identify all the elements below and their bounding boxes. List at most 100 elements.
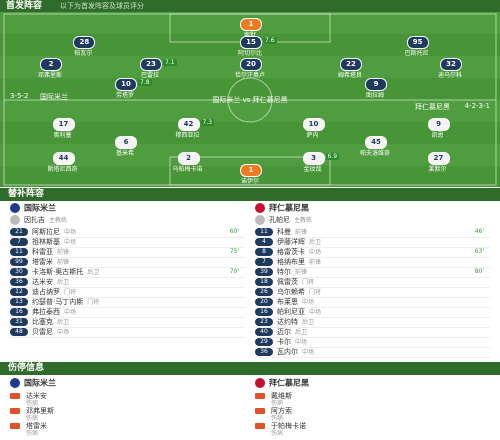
sub-minute: 63' [474, 248, 484, 255]
sub-row: 8 格雷茨卡 中场 63' [255, 247, 490, 258]
injury-row: 于帕梅卡诺 伤病 [255, 421, 490, 437]
sub-row: 7 格纳布里 前锋 [255, 257, 490, 268]
sub-position: 后卫 [302, 319, 315, 326]
player-name: 凯恩 [431, 132, 444, 139]
sub-number: 99 [10, 258, 28, 266]
sub-minute: 60' [229, 228, 239, 235]
pitch-lines [3, 13, 497, 186]
sub-number: 39 [255, 268, 273, 276]
player-number: 2 [177, 152, 200, 165]
sub-number: 20 [255, 298, 273, 306]
player-number: 15 [240, 36, 262, 49]
sub-position: 中场 [295, 339, 308, 346]
injury-status: 伤病 [26, 400, 39, 407]
sub-name: 瓦内尔 [277, 348, 298, 356]
team-name: 国际米兰 [24, 203, 56, 213]
sub-position: 中场 [302, 349, 315, 356]
sub-position: 后卫 [295, 329, 308, 336]
sub-name: 布莱恩 [277, 298, 298, 306]
injury-team: 拜仁慕尼黑 [255, 378, 490, 388]
sub-name: 约瑟普·马丁内斯 [32, 298, 84, 306]
team-header: 拜仁慕尼黑 [255, 203, 490, 213]
player-name: 萨内 [306, 132, 319, 139]
sub-number: 8 [255, 248, 273, 256]
sub-position: 中场 [64, 229, 77, 236]
sub-name: 祖林斯基 [32, 238, 60, 246]
sub-name: 达约特 [277, 318, 298, 326]
coach-avatar [255, 215, 265, 225]
away-team-name: 拜仁慕尼黑 [415, 103, 450, 111]
player-number: 32 [440, 58, 462, 71]
sub-position: 门将 [302, 279, 315, 286]
player-name: 迪马尔科 [437, 72, 463, 79]
home-formation: 3-5-2 [10, 92, 29, 100]
player-number: 28 [73, 36, 96, 49]
player-number: 95 [406, 36, 429, 49]
injury-title: 伤停信息 [0, 362, 500, 375]
sub-number: 4 [255, 238, 273, 246]
team-name: 国际米兰 [24, 378, 56, 388]
sub-row: 39 特尔 前锋 80' [255, 267, 490, 278]
header-note: 以下为首发阵容及球员评分 [60, 2, 144, 10]
player-number: 10 [302, 118, 325, 131]
sub-name: 格雷茨卡 [277, 248, 305, 256]
injury-name: 达米安 [26, 392, 47, 400]
sub-row: 99 塔雷米 前锋 [10, 257, 245, 268]
player-name: 姆希塔良 [337, 72, 363, 79]
coach-role: 主教练 [49, 217, 68, 224]
player-name: 乌帕梅卡诺 [172, 166, 203, 173]
sub-position: 中场 [64, 309, 77, 316]
injury-row: 达米安 伤病 [10, 391, 245, 407]
sub-minute: 80' [474, 268, 484, 275]
sub-row: 30 卡洛斯·奥古斯托 后卫 70' [10, 267, 245, 278]
player-name: 劳塔罗 [115, 92, 135, 99]
team-name: 拜仁慕尼黑 [269, 378, 309, 388]
coach-name: 因扎吉 [24, 216, 45, 224]
sub-name: 科曼 [277, 228, 291, 236]
sub-position: 中场 [302, 299, 315, 306]
sub-name: 贝雷尼 [32, 328, 53, 336]
sub-row: 16 弗拉泰西 中场 [10, 307, 245, 318]
sub-number: 12 [10, 288, 28, 296]
sub-number: 23 [255, 318, 273, 326]
sub-name: 达米安 [32, 278, 53, 286]
coach-name: 孔帕尼 [269, 216, 290, 224]
player-name: 邓弗里斯 [37, 72, 63, 79]
away-formation: 4-2-3-1 [464, 102, 490, 110]
sub-name: 特尔 [277, 268, 291, 276]
team-name: 拜仁慕尼黑 [269, 203, 309, 213]
coach-row: 孔帕尼 主教练 [255, 215, 490, 225]
sub-position: 中场 [64, 239, 77, 246]
coach-avatar [10, 215, 20, 225]
sub-name: 伊藤洋辉 [277, 238, 305, 246]
sub-name: 帕利尼亚 [277, 308, 305, 316]
player-name: 奥利塞 [53, 132, 72, 139]
injury-name: 于帕梅卡诺 [271, 422, 306, 430]
sub-name: 阿斯拉尼 [32, 228, 60, 236]
sub-row: 7 祖林斯基 中场 [10, 237, 245, 248]
player-rating: 7.8 [138, 79, 152, 86]
player-rating: 7.6 [263, 37, 277, 44]
team-logo [10, 203, 20, 213]
sub-number: 29 [255, 338, 273, 346]
player-number: 44 [52, 152, 75, 165]
sub-name: 弗拉泰西 [32, 308, 60, 316]
sub-row: 13 约瑟普·马丁内斯 门将 [10, 297, 245, 308]
sub-position: 后卫 [57, 319, 70, 326]
player-number: 2 [40, 58, 62, 71]
player-number: 9 [427, 118, 450, 131]
player-rating: 7.3 [200, 119, 215, 126]
sub-number: 36 [255, 348, 273, 356]
sub-name: 卡洛斯·奥古斯托 [32, 268, 84, 276]
sub-number: 11 [255, 228, 273, 236]
sub-position: 中场 [309, 249, 322, 256]
player-name: 巴斯托尼 [404, 50, 429, 57]
sub-number: 30 [10, 268, 28, 276]
subs-title: 替补阵容 [0, 188, 500, 201]
injury-icon [255, 393, 265, 399]
player-name: 斯塔尼西奇 [47, 166, 78, 173]
injury-icon [255, 423, 265, 429]
player-number: 17 [52, 118, 75, 131]
player-name: 巴雷拉 [140, 72, 160, 79]
sub-position: 中场 [309, 309, 322, 316]
